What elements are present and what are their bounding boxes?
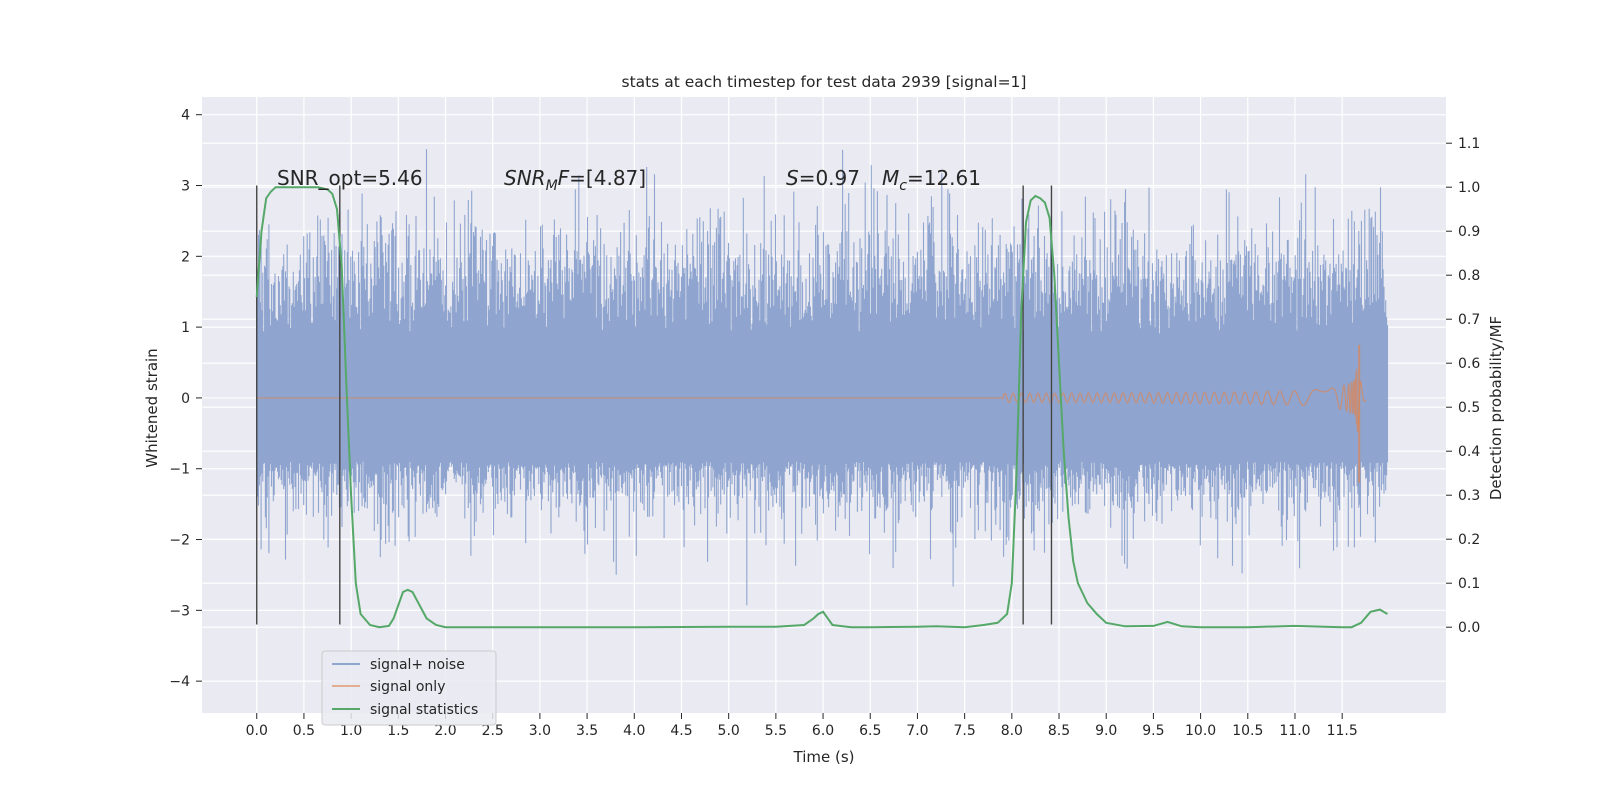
y-right-tick-label: 0.5 [1458,400,1480,416]
y-left-tick-label: −4 [169,674,190,690]
s-symbol: S [786,166,799,190]
y-left-tick-label: 3 [181,179,190,195]
x-tick-label: 7.0 [906,723,928,739]
y-left-tick-label: −2 [169,533,190,549]
left-y-axis-ticks: 4 3 2 1 0 −1 −2 −3 −4 [169,108,202,690]
y-right-tick-label: 0.8 [1458,268,1480,284]
legend-label-signal: signal only [370,679,445,695]
mc-symbol: M [882,166,899,190]
x-tick-label: 3.0 [529,723,551,739]
x-tick-label: 5.5 [765,723,787,739]
x-tick-label: 2.5 [482,723,504,739]
x-tick-label: 8.0 [1001,723,1023,739]
y-right-tick-label: 1.0 [1458,180,1480,196]
x-tick-label: 11.0 [1279,723,1310,739]
y-left-tick-label: 4 [181,108,190,124]
snr-mf-subscript: M [546,178,558,194]
legend-label-noise: signal+ noise [370,657,465,673]
x-tick-label: 6.0 [812,723,834,739]
x-tick-label: 6.5 [859,723,881,739]
y-right-tick-label: 0.7 [1458,312,1480,328]
y-right-tick-label: 0.1 [1458,576,1480,592]
s-annotation: S=0.97 [786,166,860,190]
x-tick-label: 0.0 [246,723,268,739]
y-right-tick-label: 0.4 [1458,444,1480,460]
x-tick-label: 4.5 [670,723,692,739]
signal-only-series [256,344,1367,483]
x-axis-label: Time (s) [793,748,855,766]
right-y-axis-ticks: 1.1 1.0 0.9 0.8 0.7 0.6 0.5 0.4 0.3 0.2 0.1 0.0 [1446,136,1480,636]
x-tick-label: 1.5 [387,723,409,739]
x-tick-label: 1.0 [340,723,362,739]
y-left-tick-label: 0 [181,391,190,407]
y-left-tick-label: −3 [169,603,190,619]
x-tick-label: 10.5 [1232,723,1263,739]
signal-statistics-series [255,186,1389,629]
mc-subscript: c [899,178,907,194]
x-tick-label: 9.0 [1095,723,1117,739]
x-tick-label: 10.0 [1185,723,1216,739]
snr-mf-annotation: SNRMF=[4.87] [504,166,646,194]
y-right-tick-label: 0.9 [1458,224,1480,240]
legend-label-stats: signal statistics [370,702,478,718]
y-right-tick-label: 0.0 [1458,620,1480,636]
x-axis-ticks: 0.0 0.5 1.0 1.5 2.0 2.5 3.0 3.5 4.0 4.5 5.0 5.5 6.0 6… [246,713,1358,739]
right-y-axis-label: Detection probability/MF [1487,316,1505,500]
x-tick-label: 0.5 [293,723,315,739]
signal-chirp [1001,368,1367,433]
x-tick-label: 11.5 [1327,723,1358,739]
x-tick-label: 2.0 [434,723,456,739]
x-tick-label: 5.0 [718,723,740,739]
mc-value: =12.61 [907,166,981,190]
x-tick-label: 8.5 [1048,723,1070,739]
y-right-tick-label: 0.6 [1458,356,1480,372]
legend: signal+ noise signal only signal statist… [321,650,497,726]
y-right-tick-label: 0.2 [1458,532,1480,548]
snr-opt-annotation: SNR_opt=5.46 [277,166,423,190]
snr-mf-letter: F [558,166,570,190]
s-value: =0.97 [799,166,860,190]
snr-mf-main: SNR [504,166,546,190]
mc-annotation: Mc=12.61 [882,166,981,194]
stats-line [255,186,1389,629]
legend-box [321,650,497,726]
x-tick-label: 7.5 [954,723,976,739]
y-left-tick-label: −1 [169,462,190,478]
x-tick-label: 4.0 [623,723,645,739]
y-left-tick-label: 2 [181,249,190,265]
left-y-axis-label: Whitened strain [143,348,161,467]
x-tick-label: 9.5 [1142,723,1164,739]
y-right-tick-label: 0.3 [1458,488,1480,504]
x-tick-label: 3.5 [576,723,598,739]
y-left-tick-label: 1 [181,320,190,336]
chart-title: stats at each timestep for test data 293… [622,73,1027,91]
y-right-tick-label: 1.1 [1458,136,1480,152]
snr-mf-value: =[4.87] [569,166,646,190]
